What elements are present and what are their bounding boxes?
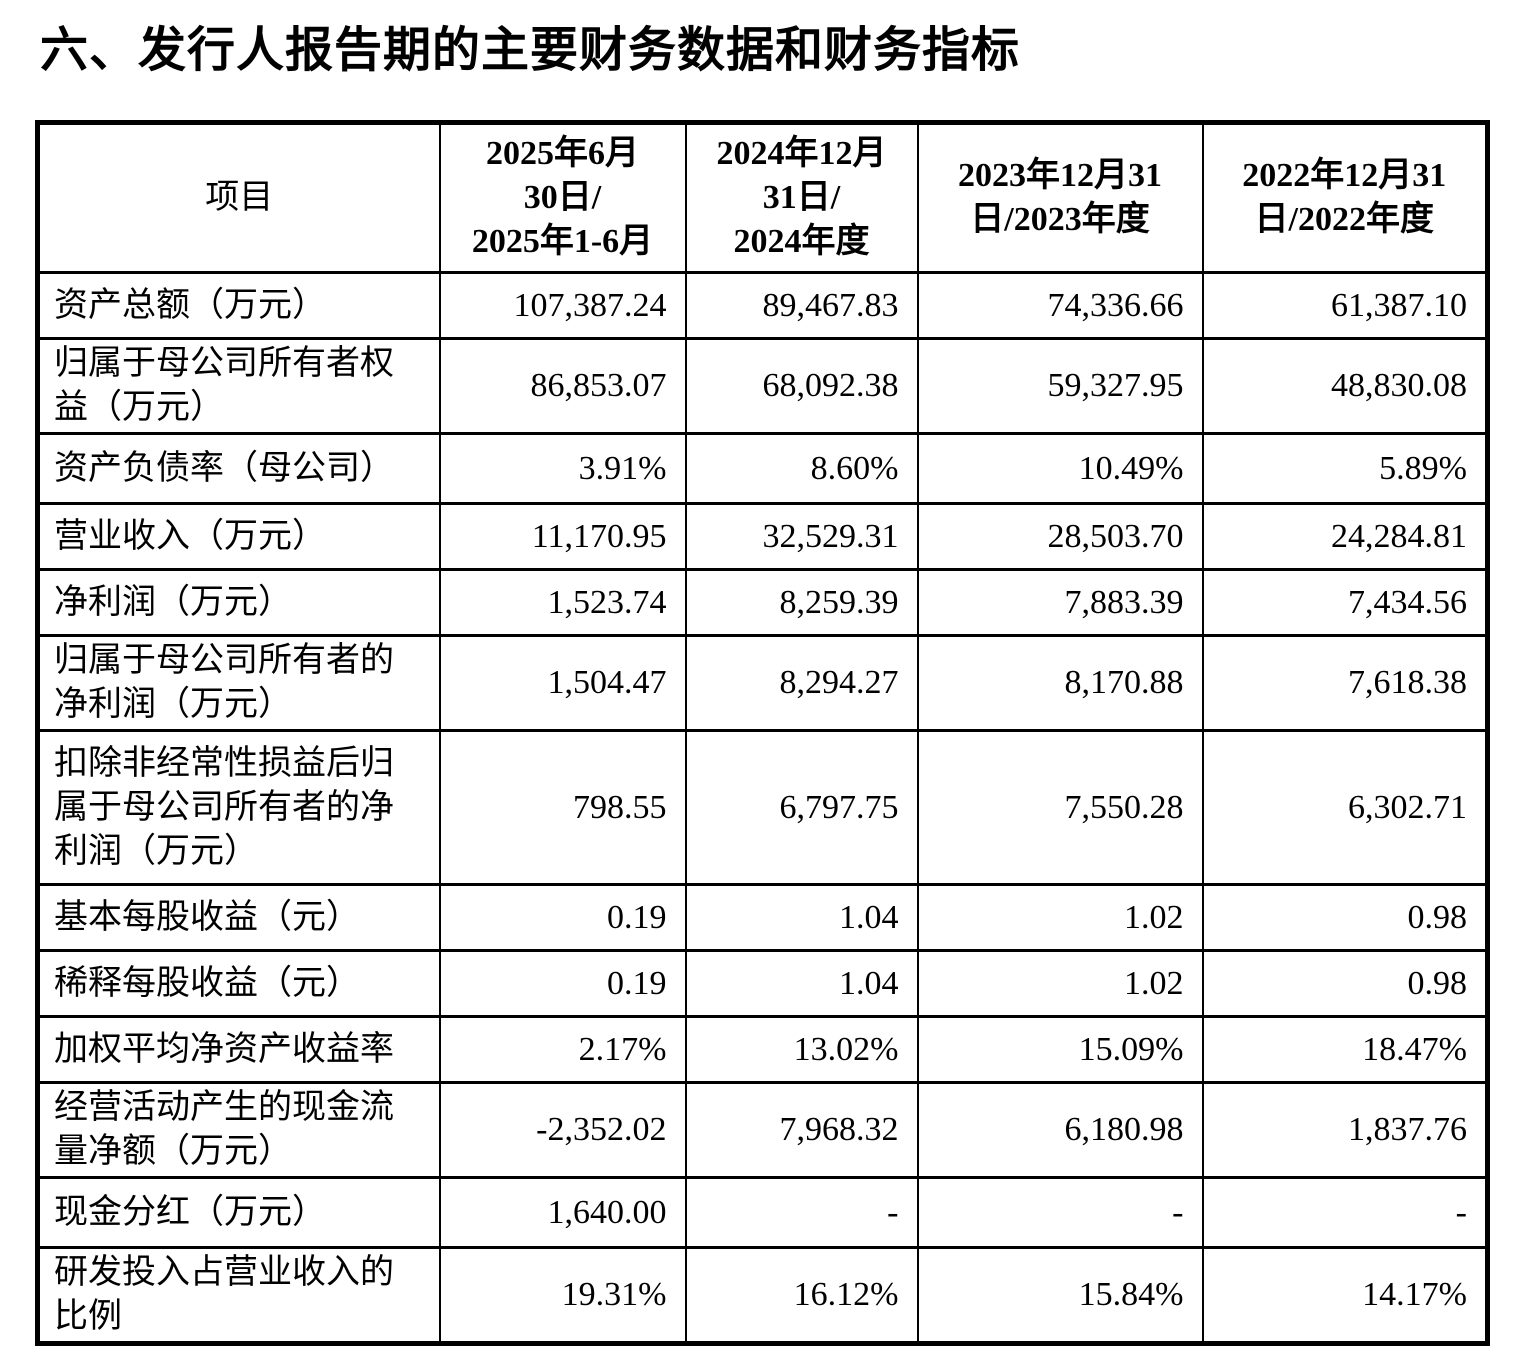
- row-label: 资产负债率（母公司）: [36, 432, 441, 505]
- value-cell: 3.91%: [438, 432, 687, 505]
- table-row: 稀释每股收益（元） 0.19 1.04 1.02 0.98: [36, 949, 1489, 1018]
- value-cell: 28,503.70: [916, 502, 1204, 571]
- table-row: 资产负债率（母公司） 3.91% 8.60% 10.49% 5.89%: [36, 432, 1489, 505]
- value-cell: 7,618.38: [1201, 634, 1489, 732]
- col-header-period-2024: 2024年12月 31日/ 2024年度: [684, 121, 919, 274]
- value-cell: 59,327.95: [916, 337, 1204, 435]
- value-cell: 14.17%: [1201, 1246, 1489, 1345]
- value-cell: 8,294.27: [684, 634, 919, 732]
- row-label: 加权平均净资产收益率: [36, 1015, 441, 1084]
- value-cell: 7,434.56: [1201, 568, 1489, 637]
- value-cell: 0.98: [1201, 949, 1489, 1018]
- value-cell: 0.19: [438, 949, 687, 1018]
- value-cell: -2,352.02: [438, 1081, 687, 1179]
- row-label: 扣除非经常性损益后归 属于母公司所有者的净 利润（万元）: [36, 729, 441, 886]
- value-cell: 74,336.66: [916, 271, 1204, 340]
- value-cell: 13.02%: [684, 1015, 919, 1084]
- row-label: 稀释每股收益（元）: [36, 949, 441, 1018]
- value-cell: 798.55: [438, 729, 687, 886]
- table-row: 净利润（万元） 1,523.74 8,259.39 7,883.39 7,434…: [36, 568, 1489, 637]
- value-cell: 24,284.81: [1201, 502, 1489, 571]
- value-cell: 8.60%: [684, 432, 919, 505]
- row-label: 基本每股收益（元）: [36, 883, 441, 952]
- value-cell: 1,523.74: [438, 568, 687, 637]
- row-label: 净利润（万元）: [36, 568, 441, 637]
- value-cell: 2.17%: [438, 1015, 687, 1084]
- col-header-period-2025: 2025年6月 30日/ 2025年1-6月: [438, 121, 687, 274]
- value-cell: 86,853.07: [438, 337, 687, 435]
- table-row: 资产总额（万元） 107,387.24 89,467.83 74,336.66 …: [36, 271, 1489, 340]
- value-cell: 6,302.71: [1201, 729, 1489, 886]
- value-cell: 6,797.75: [684, 729, 919, 886]
- value-cell: 1,837.76: [1201, 1081, 1489, 1179]
- value-cell: 7,550.28: [916, 729, 1204, 886]
- value-cell: 7,883.39: [916, 568, 1204, 637]
- value-cell: 6,180.98: [916, 1081, 1204, 1179]
- table-row: 扣除非经常性损益后归 属于母公司所有者的净 利润（万元） 798.55 6,79…: [36, 729, 1489, 886]
- value-cell: -: [684, 1176, 919, 1249]
- value-cell: -: [916, 1176, 1204, 1249]
- value-cell: 15.09%: [916, 1015, 1204, 1084]
- table-row: 归属于母公司所有者的 净利润（万元） 1,504.47 8,294.27 8,1…: [36, 634, 1489, 732]
- value-cell: 8,170.88: [916, 634, 1204, 732]
- table-row: 营业收入（万元） 11,170.95 32,529.31 28,503.70 2…: [36, 502, 1489, 571]
- value-cell: 1,640.00: [438, 1176, 687, 1249]
- value-cell: 19.31%: [438, 1246, 687, 1345]
- row-label: 资产总额（万元）: [36, 271, 441, 340]
- value-cell: 68,092.38: [684, 337, 919, 435]
- table-row: 加权平均净资产收益率 2.17% 13.02% 15.09% 18.47%: [36, 1015, 1489, 1084]
- value-cell: 1.04: [684, 883, 919, 952]
- row-label: 归属于母公司所有者的 净利润（万元）: [36, 634, 441, 732]
- col-header-period-2023: 2023年12月31 日/2023年度: [916, 121, 1204, 274]
- col-header-period-2022: 2022年12月31 日/2022年度: [1201, 121, 1489, 274]
- table-row: 研发投入占营业收入的 比例 19.31% 16.12% 15.84% 14.17…: [36, 1246, 1489, 1345]
- col-header-item: 项目: [36, 121, 441, 274]
- value-cell: 1.02: [916, 949, 1204, 1018]
- value-cell: 1.04: [684, 949, 919, 1018]
- value-cell: 32,529.31: [684, 502, 919, 571]
- table-row: 现金分红（万元） 1,640.00 - - -: [36, 1176, 1489, 1249]
- value-cell: 48,830.08: [1201, 337, 1489, 435]
- row-label: 经营活动产生的现金流 量净额（万元）: [36, 1081, 441, 1179]
- table-row: 归属于母公司所有者权 益（万元） 86,853.07 68,092.38 59,…: [36, 337, 1489, 435]
- value-cell: 7,968.32: [684, 1081, 919, 1179]
- table-row: 经营活动产生的现金流 量净额（万元） -2,352.02 7,968.32 6,…: [36, 1081, 1489, 1179]
- table-header-row: 项目 2025年6月 30日/ 2025年1-6月 2024年12月 31日/ …: [36, 121, 1489, 274]
- row-label: 现金分红（万元）: [36, 1176, 441, 1249]
- value-cell: 18.47%: [1201, 1015, 1489, 1084]
- page-title: 六、发行人报告期的主要财务数据和财务指标: [40, 24, 1021, 77]
- value-cell: 10.49%: [916, 432, 1204, 505]
- financial-data-table: 项目 2025年6月 30日/ 2025年1-6月 2024年12月 31日/ …: [35, 120, 1490, 1346]
- value-cell: 107,387.24: [438, 271, 687, 340]
- row-label: 研发投入占营业收入的 比例: [36, 1246, 441, 1345]
- value-cell: 1,504.47: [438, 634, 687, 732]
- value-cell: 15.84%: [916, 1246, 1204, 1345]
- table-row: 基本每股收益（元） 0.19 1.04 1.02 0.98: [36, 883, 1489, 952]
- value-cell: 0.19: [438, 883, 687, 952]
- value-cell: 16.12%: [684, 1246, 919, 1345]
- row-label: 营业收入（万元）: [36, 502, 441, 571]
- value-cell: -: [1201, 1176, 1489, 1249]
- row-label: 归属于母公司所有者权 益（万元）: [36, 337, 441, 435]
- value-cell: 61,387.10: [1201, 271, 1489, 340]
- value-cell: 1.02: [916, 883, 1204, 952]
- value-cell: 11,170.95: [438, 502, 687, 571]
- value-cell: 8,259.39: [684, 568, 919, 637]
- value-cell: 0.98: [1201, 883, 1489, 952]
- value-cell: 89,467.83: [684, 271, 919, 340]
- value-cell: 5.89%: [1201, 432, 1489, 505]
